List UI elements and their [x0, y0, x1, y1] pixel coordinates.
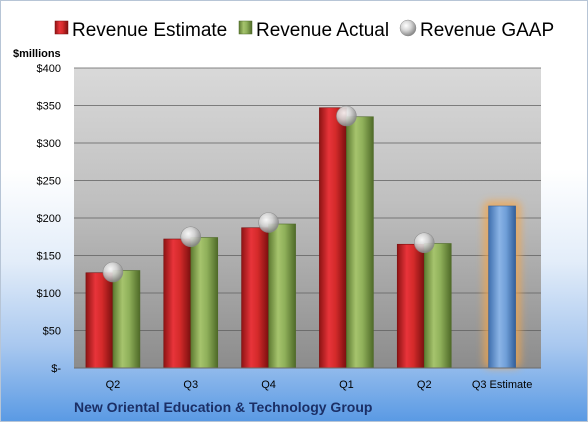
y-tick-label: $400: [37, 63, 61, 75]
bar-revenue-actual: [190, 237, 219, 369]
gridlines: [74, 67, 541, 331]
x-tick-label: Q2: [106, 379, 121, 391]
marker-revenue-gaap: [102, 261, 124, 283]
marker-revenue-gaap: [180, 226, 202, 248]
y-tick-label: $-: [51, 363, 61, 375]
legend-label-estimate: Revenue Estimate: [72, 20, 227, 41]
legend-item-gaap: Revenue GAAP: [399, 19, 554, 41]
bar-revenue-actual: [268, 223, 296, 369]
legend-swatch-actual: [238, 20, 253, 35]
bar-revenue-estimate: [396, 243, 425, 369]
x-tick-label: Q2: [417, 379, 432, 391]
bar-revenue-estimate: [319, 107, 347, 369]
marker-revenue-gaap: [336, 105, 357, 127]
marker-revenue-gaap: [413, 232, 435, 254]
legend-item-actual: Revenue Actual: [238, 20, 389, 41]
y-tick-label: $250: [37, 176, 61, 188]
bar-revenue-estimate: [85, 272, 114, 369]
bar-revenue-estimate-future: [488, 205, 516, 369]
x-tick-label: Q3: [183, 379, 198, 391]
gaap-markers: [102, 105, 435, 283]
marker-revenue-gaap: [258, 212, 279, 233]
bar-revenue-actual: [346, 116, 374, 369]
y-tick-label: $350: [37, 101, 61, 113]
x-tick-label: Q1: [339, 379, 354, 391]
x-axis-ticks: Q2 Q3 Q4 Q1 Q2 Q3 Estimate: [106, 379, 533, 391]
y-unit-label: $millions: [13, 48, 61, 60]
legend: Revenue Estimate Revenue Actual Revenue …: [54, 19, 554, 41]
x-tick-label: Q3 Estimate: [472, 379, 533, 391]
company-title: New Oriental Education & Technology Grou…: [74, 399, 372, 415]
bar-revenue-estimate: [163, 238, 192, 369]
bar-revenue-actual: [112, 270, 141, 369]
y-tick-label: $200: [37, 213, 61, 225]
legend-label-actual: Revenue Actual: [256, 20, 389, 41]
y-tick-label: $50: [43, 326, 61, 338]
legend-label-gaap: Revenue GAAP: [420, 20, 554, 41]
bar-revenue-estimate: [241, 227, 269, 369]
bars: [85, 107, 521, 369]
legend-item-estimate: Revenue Estimate: [54, 20, 227, 41]
legend-swatch-estimate: [54, 20, 69, 35]
y-tick-label: $150: [37, 251, 61, 263]
y-axis-ticks: $- $50 $100 $150 $200 $250 $300 $350 $400: [37, 63, 62, 375]
x-tick-label: Q4: [261, 379, 276, 391]
y-tick-label: $100: [37, 288, 61, 300]
legend-marker-gaap: [399, 19, 417, 37]
bar-revenue-actual: [423, 243, 452, 369]
y-tick-label: $300: [37, 138, 61, 150]
